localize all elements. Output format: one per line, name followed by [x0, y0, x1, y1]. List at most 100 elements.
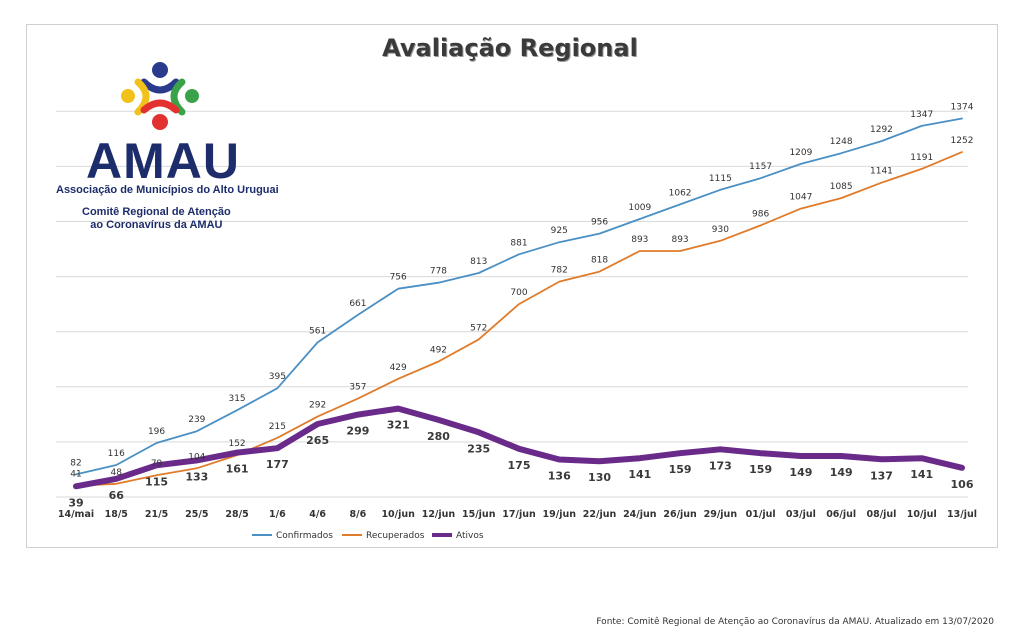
x-tick-label: 03/jul — [786, 509, 816, 520]
data-label-recuperados: 492 — [430, 345, 447, 355]
data-label-confirmados: 561 — [309, 326, 326, 336]
data-label-recuperados: 1191 — [910, 153, 933, 163]
data-label-recuperados: 152 — [228, 439, 245, 449]
legend-label: Confirmados — [276, 531, 333, 541]
x-tick-label: 10/jul — [907, 509, 937, 520]
data-label-recuperados: 79 — [151, 459, 163, 469]
x-tick-label: 8/6 — [350, 509, 367, 520]
data-label-recuperados: 429 — [390, 363, 407, 373]
logo-committee: Comitê Regional de Atenção ao Coronavíru… — [82, 206, 231, 232]
data-label-recuperados: 700 — [510, 288, 527, 298]
data-label-ativos: 106 — [951, 478, 974, 491]
data-label-confirmados: 881 — [510, 238, 527, 248]
x-tick-label: 28/5 — [225, 509, 248, 520]
x-tick-label: 25/5 — [185, 509, 208, 520]
legend-item-ativos: Ativos — [432, 531, 484, 541]
data-label-confirmados: 82 — [70, 458, 81, 468]
data-label-ativos: 39 — [68, 496, 83, 509]
legend-label: Recuperados — [366, 531, 425, 541]
source-note: Fonte: Comitê Regional de Atenção ao Cor… — [596, 617, 994, 627]
x-tick-label: 29/jun — [704, 509, 738, 520]
data-label-confirmados: 1115 — [709, 174, 732, 184]
data-label-ativos: 265 — [306, 434, 329, 447]
data-label-ativos: 130 — [588, 471, 611, 484]
data-label-ativos: 299 — [346, 425, 369, 438]
x-tick-label: 01/jul — [746, 509, 776, 520]
logo-committee-line2: ao Coronavírus da AMAU — [90, 219, 223, 231]
gridlines — [56, 110, 968, 498]
data-label-recuperados: 48 — [111, 468, 123, 478]
data-label-recuperados: 357 — [349, 383, 366, 393]
data-label-confirmados: 1062 — [669, 188, 692, 198]
data-label-recuperados: 1085 — [830, 182, 853, 192]
data-label-ativos: 149 — [830, 466, 853, 479]
data-label-recuperados: 930 — [712, 225, 729, 235]
data-label-confirmados: 813 — [470, 257, 487, 267]
data-label-confirmados: 1347 — [910, 110, 933, 120]
data-label-ativos: 141 — [910, 468, 933, 481]
data-label-confirmados: 1292 — [870, 125, 893, 135]
data-label-recuperados: 782 — [551, 266, 568, 276]
data-label-confirmados: 1248 — [830, 137, 853, 147]
x-tick-label: 08/jul — [866, 509, 896, 520]
x-tick-label: 15/jun — [462, 509, 496, 520]
x-tick-label: 18/5 — [105, 509, 128, 520]
data-label-confirmados: 315 — [228, 394, 245, 404]
data-labels: 82 116 196 239 315 395 561 661 756 778 813 881 925 95… — [68, 102, 973, 509]
data-label-recuperados: 41 — [70, 470, 81, 480]
data-label-ativos: 137 — [870, 469, 893, 482]
x-tick-label: 10/jun — [381, 509, 415, 520]
data-label-recuperados: 986 — [752, 209, 769, 219]
x-tick-label: 17/jun — [502, 509, 536, 520]
data-label-recuperados: 215 — [269, 422, 286, 432]
data-label-ativos: 149 — [789, 466, 812, 479]
data-label-confirmados: 116 — [108, 449, 125, 459]
data-label-confirmados: 395 — [269, 372, 286, 382]
data-label-ativos: 133 — [185, 470, 208, 483]
data-label-ativos: 321 — [387, 419, 410, 432]
x-tick-label: 12/jun — [422, 509, 456, 520]
x-tick-label: 4/6 — [309, 509, 326, 520]
x-tick-label: 14/mai — [58, 509, 94, 520]
data-label-confirmados: 239 — [188, 415, 205, 425]
x-tick-label: 22/jun — [583, 509, 617, 520]
legend: Confirmados Recuperados Ativos — [252, 531, 484, 541]
data-label-ativos: 280 — [427, 430, 450, 443]
legend-item-recuperados: Recuperados — [342, 531, 425, 541]
x-tick-label: 06/jul — [826, 509, 856, 520]
data-label-recuperados: 292 — [309, 401, 326, 411]
data-label-ativos: 115 — [145, 475, 168, 488]
legend-label: Ativos — [456, 531, 484, 541]
data-label-ativos: 136 — [548, 470, 571, 483]
data-label-confirmados: 925 — [551, 226, 568, 236]
data-label-ativos: 66 — [109, 489, 125, 502]
chart-title: Avaliação Regional — [382, 34, 638, 62]
data-label-ativos: 175 — [508, 459, 531, 472]
data-label-confirmados: 1157 — [749, 162, 772, 172]
data-label-ativos: 173 — [709, 459, 732, 472]
data-label-recuperados: 893 — [671, 235, 688, 245]
data-label-confirmados: 956 — [591, 218, 608, 228]
data-label-ativos: 159 — [749, 463, 772, 476]
logo-name: AMAU — [86, 133, 240, 189]
x-tick-label: 21/5 — [145, 509, 168, 520]
data-label-confirmados: 661 — [349, 299, 366, 309]
data-label-ativos: 141 — [628, 468, 651, 481]
x-tick-label: 24/jun — [623, 509, 657, 520]
data-label-recuperados: 818 — [591, 256, 608, 266]
data-label-confirmados: 1209 — [789, 148, 812, 158]
data-label-confirmados: 1374 — [951, 102, 974, 112]
series-lines — [73, 117, 965, 490]
x-tick-label: 19/jun — [543, 509, 577, 520]
logo-subtitle: Associação de Municípios do Alto Uruguai — [56, 184, 279, 196]
data-label-recuperados: 1252 — [951, 136, 974, 146]
amau-emblem-icon — [121, 62, 199, 130]
data-label-ativos: 177 — [266, 458, 289, 471]
data-label-recuperados: 893 — [631, 235, 648, 245]
data-label-confirmados: 778 — [430, 267, 447, 277]
data-label-ativos: 159 — [669, 463, 692, 476]
data-label-confirmados: 756 — [390, 273, 407, 283]
logo-committee-line1: Comitê Regional de Atenção — [82, 206, 231, 218]
x-axis-ticks: 14/mai 18/5 21/5 25/5 28/5 1/6 4/6 8/6 10/jun 12/… — [58, 509, 977, 520]
